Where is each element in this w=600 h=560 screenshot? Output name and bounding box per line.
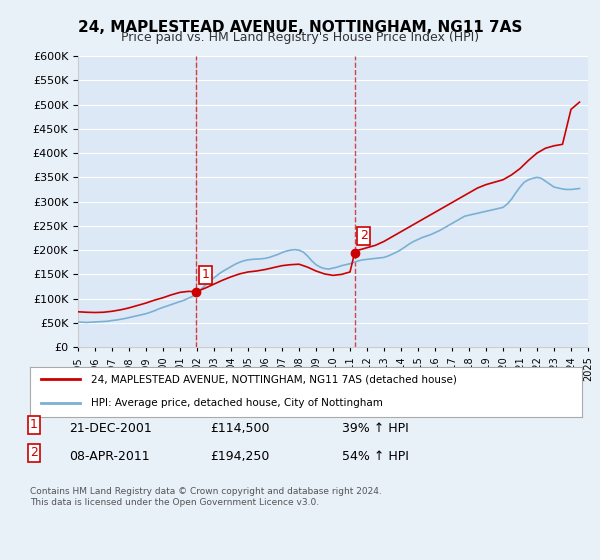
Text: £194,250: £194,250	[210, 450, 269, 463]
Text: Contains HM Land Registry data © Crown copyright and database right 2024.
This d: Contains HM Land Registry data © Crown c…	[30, 487, 382, 507]
Text: 1: 1	[30, 418, 38, 431]
Text: Price paid vs. HM Land Registry's House Price Index (HPI): Price paid vs. HM Land Registry's House …	[121, 31, 479, 44]
Text: £114,500: £114,500	[210, 422, 269, 435]
Text: 08-APR-2011: 08-APR-2011	[69, 450, 149, 463]
Text: 24, MAPLESTEAD AVENUE, NOTTINGHAM, NG11 7AS: 24, MAPLESTEAD AVENUE, NOTTINGHAM, NG11 …	[78, 20, 522, 35]
Text: HPI: Average price, detached house, City of Nottingham: HPI: Average price, detached house, City…	[91, 398, 383, 408]
Text: 21-DEC-2001: 21-DEC-2001	[69, 422, 152, 435]
Text: 24, MAPLESTEAD AVENUE, NOTTINGHAM, NG11 7AS (detached house): 24, MAPLESTEAD AVENUE, NOTTINGHAM, NG11 …	[91, 375, 457, 384]
Text: 54% ↑ HPI: 54% ↑ HPI	[342, 450, 409, 463]
Text: 2: 2	[30, 446, 38, 459]
Text: 1: 1	[202, 268, 209, 281]
Text: 2: 2	[359, 230, 368, 242]
Text: 39% ↑ HPI: 39% ↑ HPI	[342, 422, 409, 435]
